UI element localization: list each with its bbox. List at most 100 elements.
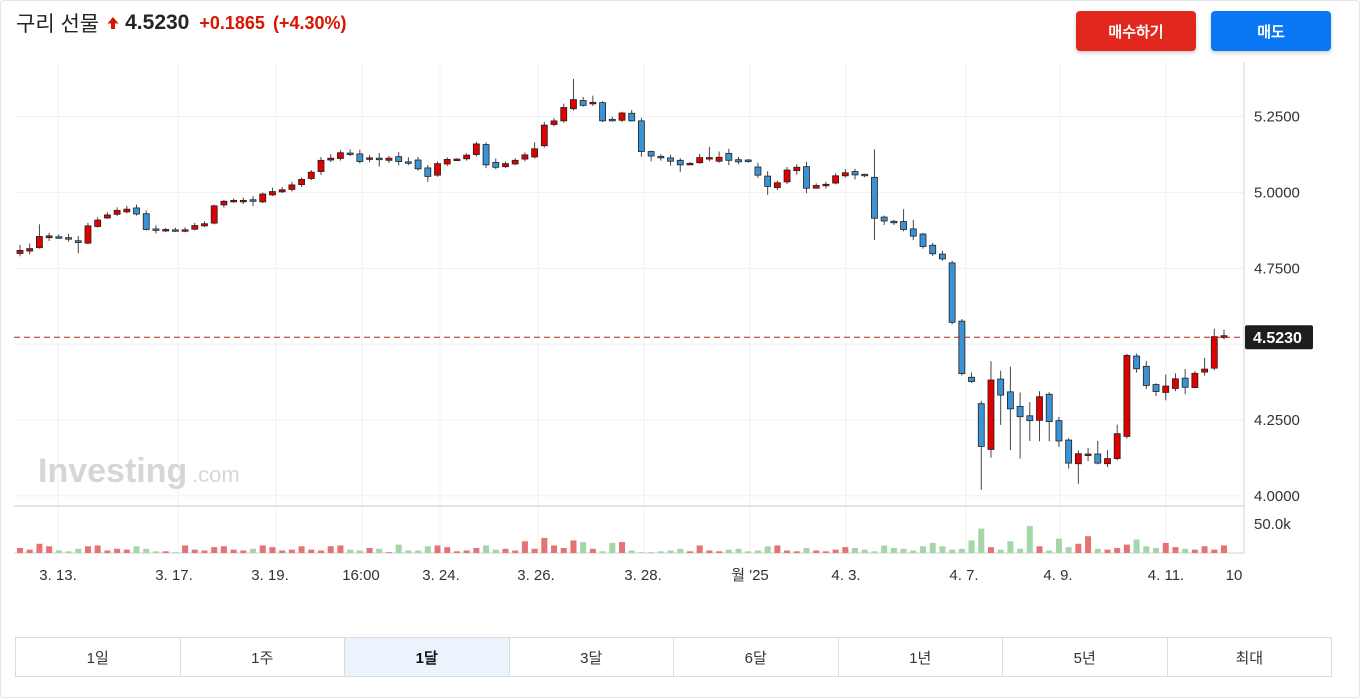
candle-body — [152, 228, 160, 231]
candle-body — [968, 376, 975, 382]
candle-body — [45, 235, 53, 239]
candle-body — [492, 162, 500, 168]
volume-bar — [1114, 547, 1121, 553]
candle-body — [337, 152, 344, 159]
candle-body — [628, 112, 636, 122]
candle-body — [298, 179, 305, 185]
candle-body — [725, 152, 733, 161]
candle-body — [997, 378, 1005, 396]
volume-bar — [298, 546, 305, 553]
volume-bar — [230, 549, 237, 553]
volume-bar — [405, 550, 412, 553]
x-tick-label: 3. 19. — [251, 567, 289, 584]
volume-bar — [337, 545, 344, 553]
volume-bar — [1036, 546, 1043, 553]
candle-body — [686, 162, 694, 166]
volume-bar — [657, 551, 664, 553]
range-tab-7[interactable]: 최대 — [1235, 649, 1264, 667]
range-tab-2[interactable]: 1달 — [345, 638, 510, 676]
range-tab-0[interactable]: 1일 — [16, 638, 181, 676]
volume-bar — [871, 551, 878, 553]
volume-bar — [638, 552, 645, 553]
candle-body — [414, 159, 422, 170]
candle-body — [1026, 415, 1034, 422]
candle-body — [773, 182, 781, 189]
range-tab-4[interactable]: 6달 — [674, 638, 839, 676]
volume-bar — [172, 552, 179, 553]
candle-body — [667, 157, 674, 162]
candle-body — [880, 216, 888, 222]
volume-bar — [560, 547, 567, 553]
volume-bar — [997, 549, 1004, 553]
volume-bar — [842, 547, 849, 553]
range-tab-6[interactable]: 5년 — [1003, 638, 1168, 676]
candle-body — [861, 173, 869, 177]
volume-bar — [589, 548, 596, 553]
range-tab-1[interactable]: 1주 — [181, 638, 345, 676]
candle-body — [239, 199, 247, 203]
volume-bar — [473, 547, 480, 553]
volume-bar — [84, 546, 91, 553]
sell-button[interactable]: 매도 — [1211, 11, 1331, 51]
volume-bar — [696, 545, 703, 553]
volume-bar — [46, 546, 53, 553]
candlestick-chart[interactable]: 5.25005.00004.75004.50004.25004.000050.0… — [0, 0, 1360, 600]
candle-body — [1123, 355, 1131, 437]
candle-body — [550, 120, 558, 125]
volume-bar — [541, 537, 548, 553]
volume-bar — [609, 542, 616, 553]
volume-bar — [648, 552, 655, 553]
candle-body — [375, 157, 383, 161]
x-tick-label: 3. 24. — [422, 567, 460, 584]
volume-bar — [628, 550, 635, 553]
candle-body — [1142, 365, 1150, 386]
candle-body — [443, 158, 451, 165]
x-tick-label: 10 — [1226, 567, 1243, 584]
volume-bar — [725, 549, 732, 553]
candle-body — [346, 152, 354, 155]
volume-bar — [512, 550, 519, 553]
candle-body — [307, 171, 315, 179]
volume-bar — [1153, 547, 1160, 553]
candle-body — [1084, 453, 1092, 456]
candle-body — [55, 236, 63, 239]
volume-tick-label: 50.0k — [1254, 516, 1291, 533]
volume-bar — [16, 547, 24, 553]
candle-body — [472, 143, 480, 155]
candle-body — [890, 220, 898, 224]
candle-body — [171, 229, 179, 232]
range-tab-5[interactable]: 1년 — [839, 638, 1003, 676]
volume-bar — [803, 547, 810, 553]
volume-bar — [75, 548, 82, 553]
candle-body — [434, 163, 441, 176]
candle-body — [958, 320, 966, 375]
volume-bar — [1220, 545, 1228, 553]
candle-body — [657, 155, 665, 159]
candle-body — [26, 248, 34, 252]
volume-bar — [104, 550, 111, 553]
candle-body — [424, 167, 432, 177]
x-tick-label: 3. 13. — [39, 567, 77, 584]
volume-bar — [1007, 541, 1014, 553]
candle-body — [676, 159, 684, 166]
buy-button[interactable]: 매수하기 — [1076, 11, 1196, 51]
volume-bar — [240, 550, 247, 553]
candle-body — [744, 159, 752, 162]
y-tick-label: 4.2500 — [1254, 412, 1300, 429]
volume-bar — [415, 550, 422, 553]
candle-body — [618, 112, 626, 121]
volume-bar — [1191, 549, 1198, 553]
candle-body — [1162, 385, 1170, 393]
volume-bar — [356, 550, 363, 553]
price-change: +0.1865 — [199, 12, 265, 33]
watermark-logo: Investing — [38, 452, 187, 490]
volume-bar — [1172, 547, 1179, 553]
candle-body — [463, 154, 471, 160]
range-tab-3[interactable]: 3달 — [510, 638, 674, 676]
candle-body — [735, 159, 742, 163]
volume-bar — [1143, 546, 1150, 553]
volume-bar — [1017, 548, 1024, 553]
candle-body — [16, 250, 24, 254]
candle-body — [162, 229, 170, 232]
candle-body — [36, 236, 43, 249]
